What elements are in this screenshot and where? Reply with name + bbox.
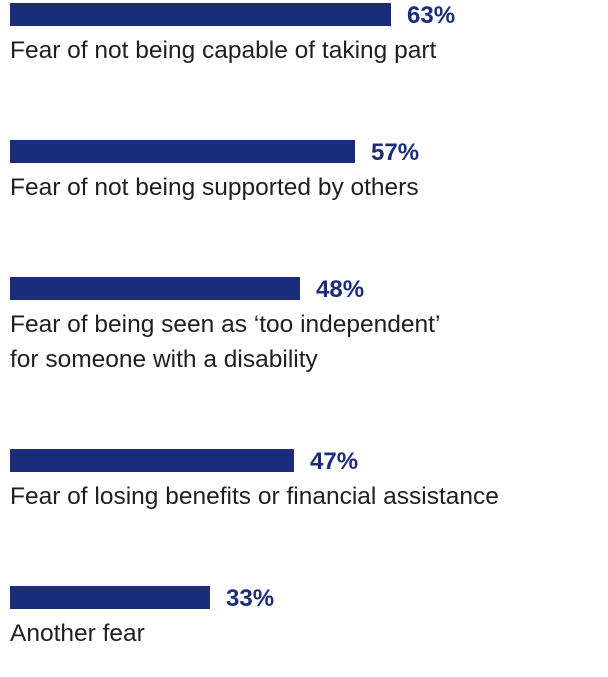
bar <box>10 277 300 300</box>
value-label: 47% <box>310 448 359 475</box>
category-label: Fear of losing benefits or financial ass… <box>10 483 499 510</box>
category-label: Fear of not being capable of taking part <box>10 37 437 64</box>
category-label: Another fear <box>10 620 145 647</box>
category-label: for someone with a disability <box>10 346 318 373</box>
bar <box>10 586 210 609</box>
value-label: 63% <box>407 2 456 29</box>
value-label: 48% <box>316 276 365 303</box>
bar <box>10 449 294 472</box>
value-label: 33% <box>226 585 275 612</box>
category-label: Fear of not being supported by others <box>10 174 419 201</box>
bar <box>10 3 391 26</box>
category-label: Fear of being seen as ‘too independent’ <box>10 311 441 338</box>
bar <box>10 140 355 163</box>
value-label: 57% <box>371 139 420 166</box>
